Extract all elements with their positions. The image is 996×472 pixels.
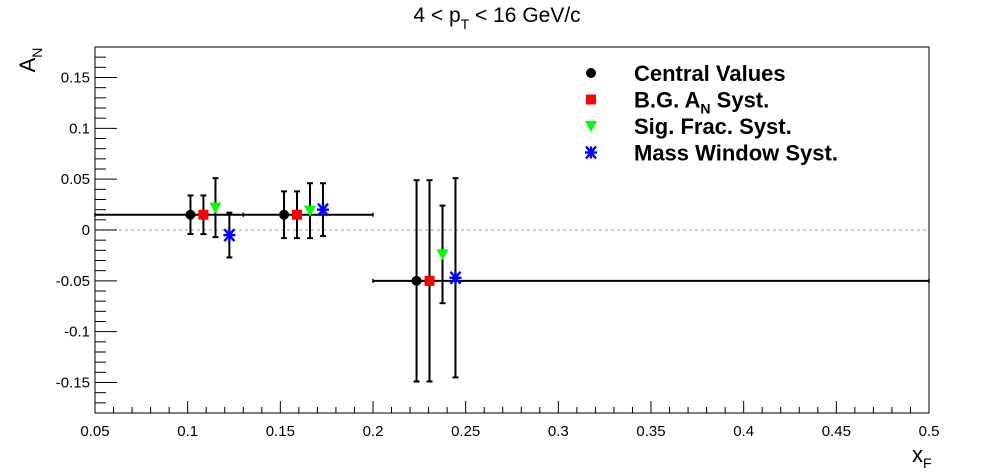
- y-tick-label: 0.15: [61, 70, 90, 87]
- x-axis-title-sub: F: [923, 455, 932, 471]
- data-point-square: [198, 209, 209, 220]
- chart-title: 4 < pT < 16 GeV/c: [413, 4, 580, 32]
- x-tick-label: 0.25: [451, 423, 480, 440]
- data-point-star: [449, 271, 462, 285]
- y-tick-label: -0.15: [56, 375, 90, 392]
- legend-marker-star: [585, 145, 597, 160]
- x-axis-title: xF: [912, 442, 932, 471]
- data-point-star: [316, 202, 329, 217]
- legend-label-main: Central Values: [634, 61, 786, 86]
- x-axis-title-main: x: [912, 442, 923, 467]
- y-axis-title-sub: N: [29, 48, 45, 58]
- legend-label: Mass Window Syst.: [634, 141, 838, 166]
- y-axis-title: AN: [15, 48, 45, 73]
- data-point-star: [223, 228, 236, 242]
- y-axis-title-main: A: [15, 57, 40, 72]
- y-tick-label: 0: [82, 222, 90, 239]
- legend-marker-square: [586, 94, 596, 105]
- x-tick-label: 0.35: [636, 423, 665, 440]
- chart-title-post: < 16 GeV/c: [469, 4, 580, 27]
- legend-label: Central Values: [634, 61, 786, 86]
- data-point-triangle-down: [436, 249, 449, 261]
- legend-label-sub: N: [700, 101, 710, 117]
- chart-title-pre: 4 < p: [413, 4, 460, 27]
- data-point-circle: [411, 275, 422, 286]
- x-tick-label: 0.5: [919, 423, 940, 440]
- y-tick-label: 0.1: [69, 120, 90, 137]
- legend-label-main: B.G. A: [634, 88, 701, 113]
- plot-area: 0.05 0.1 0.15 0.2 0.25 0.3 0.35 0.4 0.45 0.5 -0.15…: [56, 46, 940, 440]
- x-tick-label: 0.45: [822, 423, 851, 440]
- x-tick-label: 0.15: [266, 423, 295, 440]
- data-point-circle: [185, 209, 196, 220]
- y-tick-label: -0.1: [64, 324, 90, 341]
- x-tick-label: 0.1: [177, 423, 198, 440]
- data-point-circle: [279, 209, 290, 220]
- y-tick-label: -0.05: [56, 273, 90, 290]
- x-tick-label: 0.2: [363, 423, 384, 440]
- legend-label: B.G. AN Syst.: [634, 88, 769, 117]
- data-point-triangle-down: [209, 202, 222, 214]
- data-point-square: [424, 275, 435, 286]
- x-tick-label: 0.3: [548, 423, 569, 440]
- chart-title-sub: T: [461, 16, 470, 32]
- y-tick-label: 0.05: [61, 171, 90, 188]
- x-tick-label: 0.4: [733, 423, 754, 440]
- x-tick-label: 0.05: [80, 423, 109, 440]
- legend-marker-triangle-down: [585, 121, 597, 132]
- legend-label-main: Sig. Frac. Syst.: [634, 114, 792, 139]
- legend-label: Sig. Frac. Syst.: [634, 114, 792, 139]
- data-point-triangle-down: [303, 205, 316, 217]
- legend-label-post: Syst.: [711, 88, 770, 113]
- legend-label-main: Mass Window Syst.: [634, 141, 838, 166]
- legend-marker-circle: [586, 68, 596, 78]
- data-point-square: [292, 209, 303, 220]
